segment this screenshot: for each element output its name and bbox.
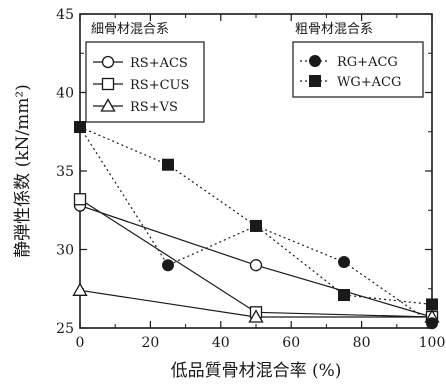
data-point-wg-acg — [250, 219, 262, 232]
data-point-rs-acs — [249, 259, 263, 272]
data-point-wg-acg — [74, 121, 86, 134]
legend-label-rs-cus: RS+CUS — [130, 78, 189, 93]
y-tick-label: 45 — [56, 7, 74, 23]
x-tick-label: 60 — [282, 335, 300, 351]
legend-entries-fine: RS+ACS RS+CUS RS+VS — [93, 55, 189, 115]
legend-label-wg-acg: WG+ACG — [337, 75, 401, 90]
legend-label-rg-acg: RG+ACG — [337, 55, 398, 70]
y-tick-label: 35 — [56, 164, 74, 180]
x-tick-label: 20 — [141, 335, 159, 351]
data-point-wg-acg — [426, 298, 438, 311]
x-tick-label: 80 — [353, 335, 371, 351]
y-axis-title: 静弾性係数 (kN/mm²) — [13, 84, 33, 258]
data-point-rg-acg — [162, 259, 174, 272]
data-point-wg-acg — [162, 158, 174, 171]
legend-marker-rs-vs — [100, 98, 116, 112]
series-line-wg-acg — [79, 126, 433, 306]
x-tick-label: 0 — [76, 335, 85, 351]
data-point-rs-vs — [72, 282, 88, 296]
x-tick-label: 100 — [419, 335, 446, 351]
y-tick-label: 40 — [56, 86, 74, 102]
legend-box-coarse — [292, 41, 424, 98]
data-point-rg-acg — [338, 256, 350, 269]
legend-entries-coarse: RG+ACG WG+ACG — [300, 55, 401, 90]
data-point-wg-acg — [338, 289, 350, 302]
legend-title-coarse: 粗骨材混合系 — [295, 22, 373, 37]
legend-marker-rs-cus — [101, 77, 115, 91]
data-point-rg-acg — [426, 317, 438, 330]
data-point-rs-cus — [73, 193, 87, 206]
legend-marker-rs-acs — [101, 55, 115, 69]
y-tick-labels: 25 30 35 40 45 — [56, 7, 74, 337]
legend-title-fine: 細骨材混合系 — [91, 22, 169, 37]
data-point-rs-vs — [248, 309, 264, 323]
legend-marker-wg-acg — [309, 75, 321, 87]
y-tick-label: 30 — [56, 243, 74, 259]
x-tick-labels: 0 20 40 60 80 100 — [76, 335, 446, 351]
legend-label-rs-vs: RS+VS — [130, 100, 178, 115]
legend-marker-rg-acg — [309, 55, 321, 67]
y-tick-label: 25 — [56, 321, 74, 337]
series-markers — [72, 121, 440, 330]
x-axis-title: 低品質骨材混合率 (%) — [171, 361, 342, 381]
legend-label-rs-acs: RS+ACS — [130, 56, 188, 71]
x-tick-label: 40 — [212, 335, 230, 351]
